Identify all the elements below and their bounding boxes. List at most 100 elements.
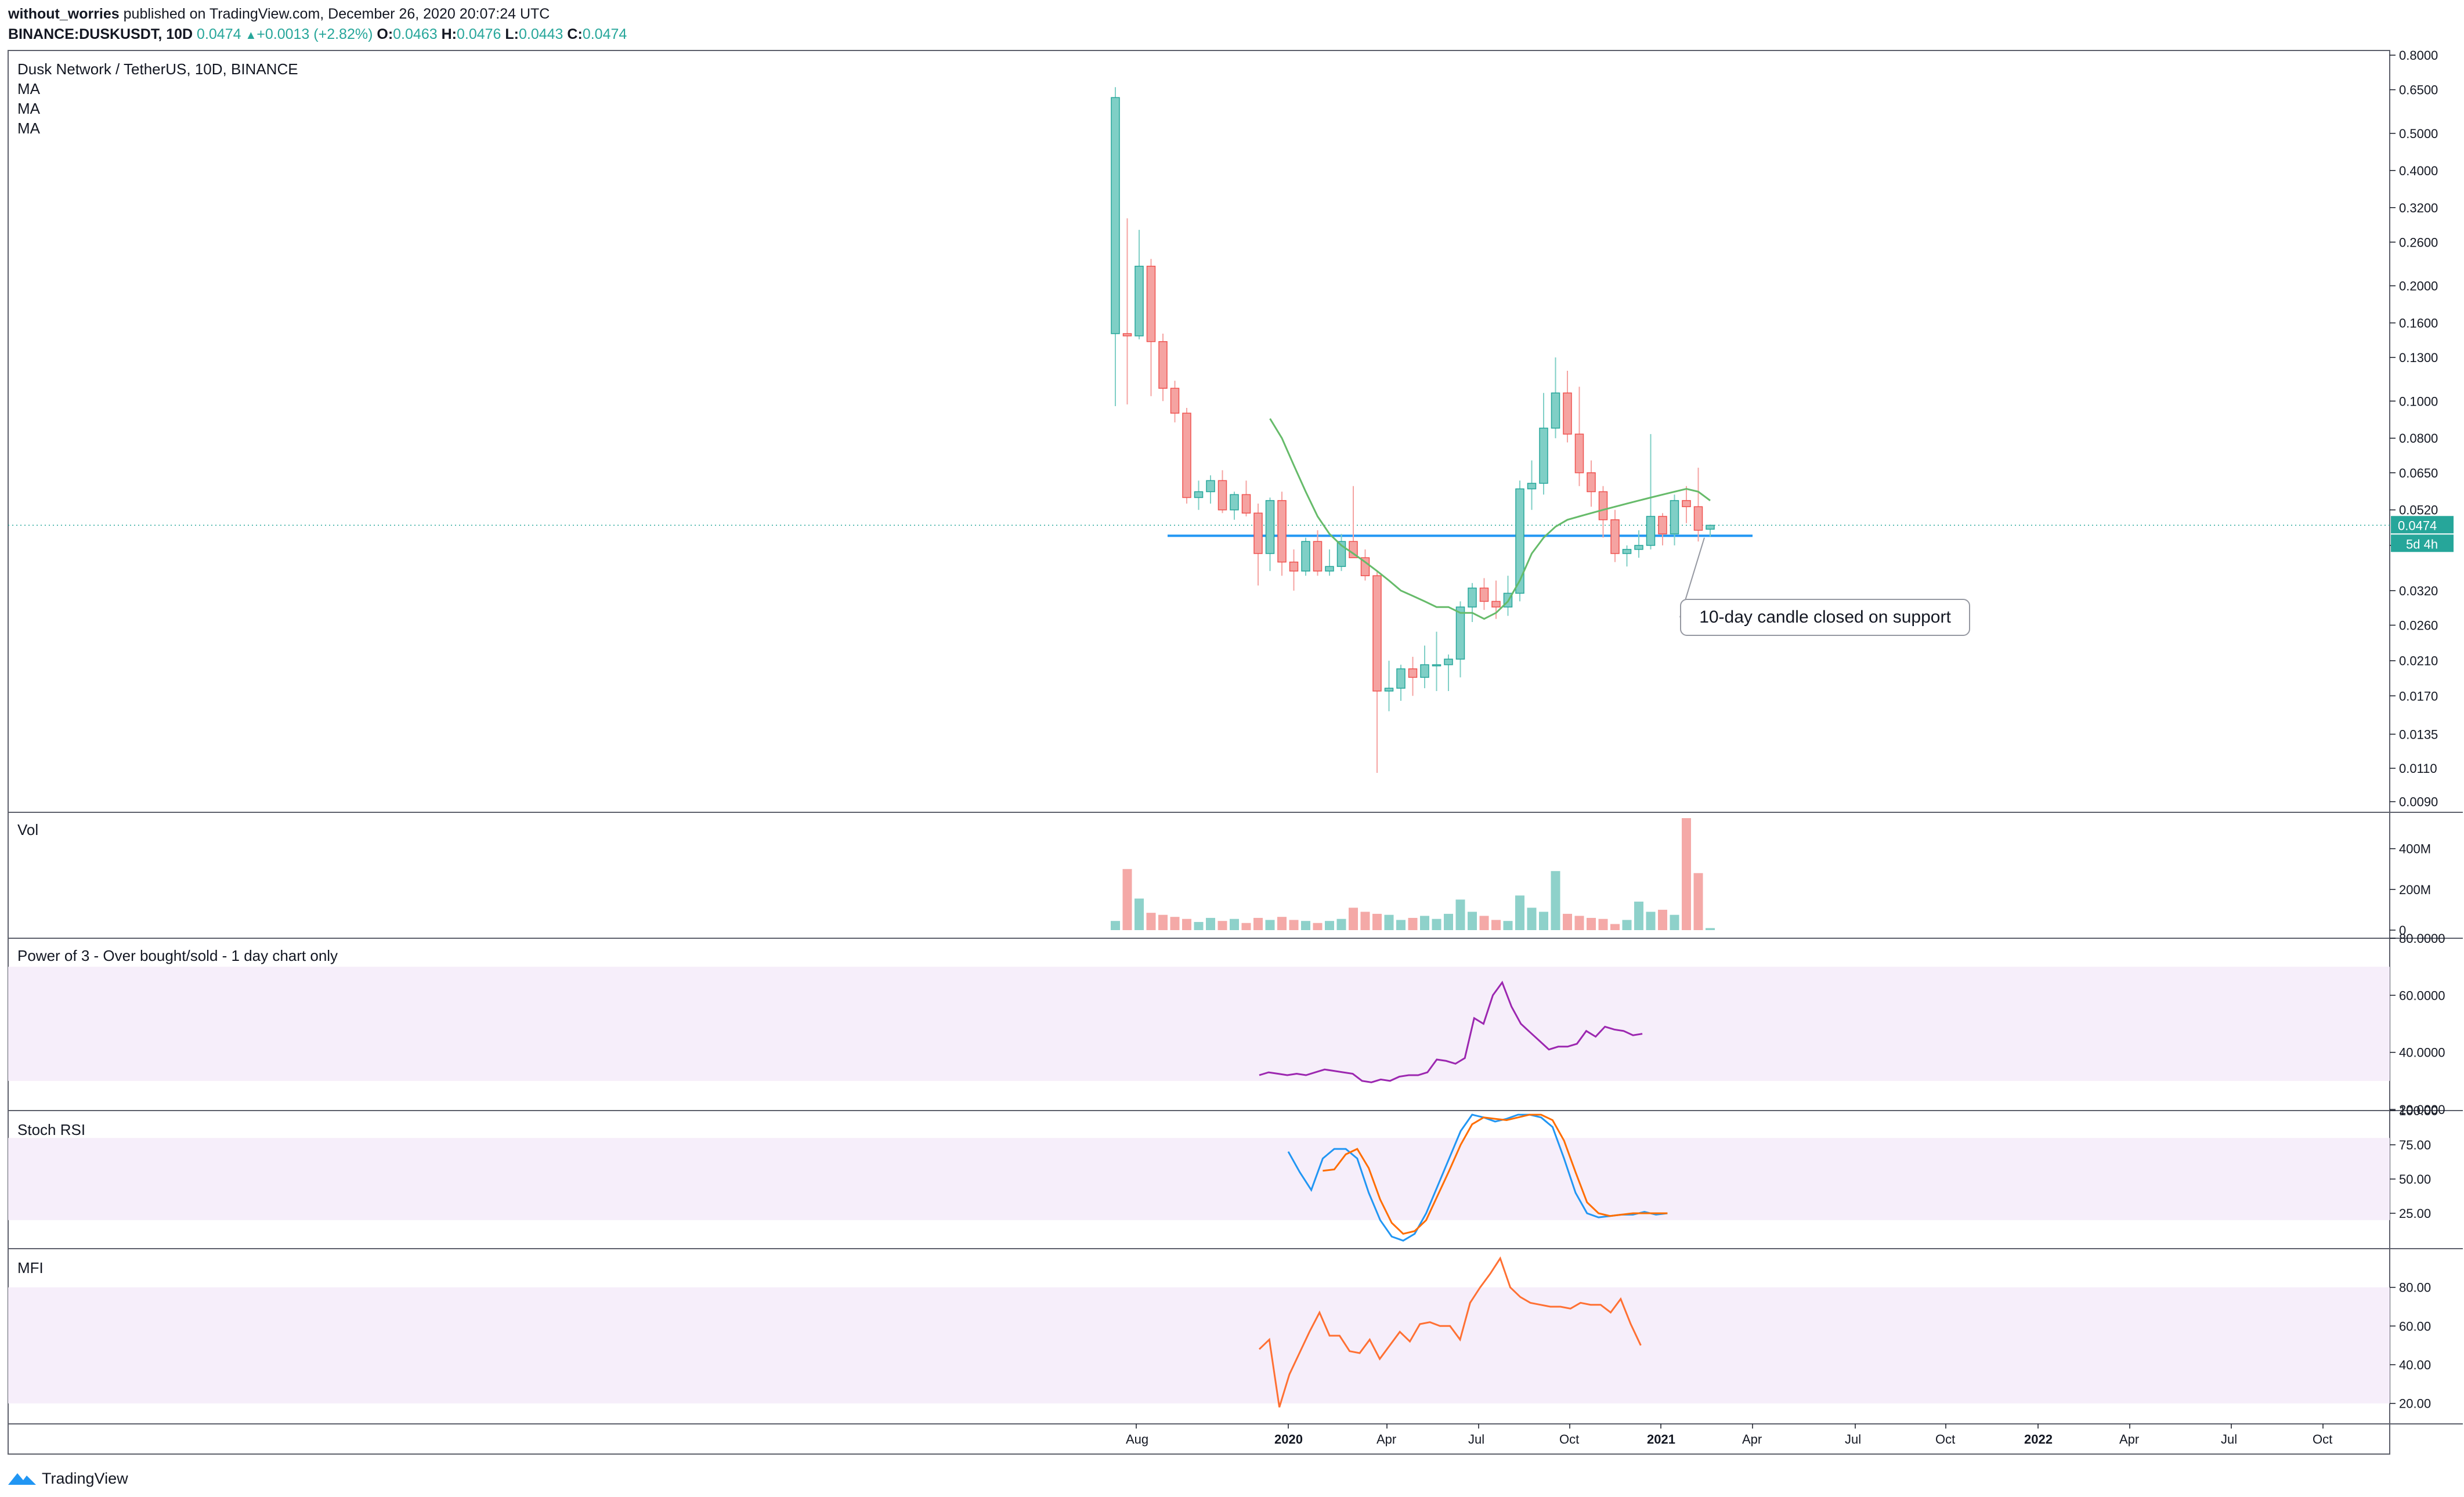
volume-bar	[1622, 920, 1632, 930]
candle-body	[1265, 500, 1275, 554]
candle-body	[1622, 549, 1632, 554]
time-tick-label: Apr	[1376, 1432, 1396, 1447]
volume-bar	[1396, 920, 1406, 930]
volume-bar	[1693, 873, 1703, 930]
stoch-pane-title: Stoch RSI	[17, 1121, 86, 1138]
candle-body	[1432, 664, 1441, 667]
candle-body	[1182, 413, 1191, 498]
price-tick-label: 0.2000	[2399, 279, 2438, 294]
price-tick-label: 0.0520	[2399, 503, 2438, 518]
osc-tick-label: 20.00	[2399, 1397, 2431, 1411]
up-arrow-icon: ▲	[245, 29, 257, 42]
vol-tick-label: 200M	[2399, 883, 2431, 897]
band-background	[8, 1138, 2390, 1220]
time-tick-label: Jul	[1845, 1432, 1861, 1447]
high-label: H:	[441, 26, 457, 42]
time-tick-label: Apr	[1742, 1432, 1762, 1447]
price-change: +0.0013 (+2.82%)	[256, 26, 373, 42]
volume-bar	[1289, 920, 1299, 930]
indicator-line-0	[1287, 1113, 1668, 1242]
published-text: published on TradingView.com, December 2…	[123, 6, 550, 22]
volume-bar	[1253, 917, 1263, 930]
price-tick-label: 0.4000	[2399, 164, 2438, 178]
volume-bar	[1432, 919, 1441, 930]
countdown-tag	[2391, 534, 2454, 552]
volume-bar	[1468, 912, 1477, 930]
price-tick-label: 0.0650	[2399, 466, 2438, 480]
countdown-tag-label: 5d 4h	[2406, 537, 2438, 551]
volume-bar	[1408, 917, 1418, 930]
osc-tick-label: 80.0000	[2399, 931, 2445, 946]
candle-body	[1122, 333, 1132, 337]
candle-body	[1670, 500, 1679, 534]
price-tick-label: 0.0260	[2399, 618, 2438, 632]
candle-body	[1444, 659, 1453, 666]
volume-bar	[1658, 909, 1667, 930]
volume-bar	[1455, 899, 1465, 930]
candle-body	[1420, 664, 1429, 678]
time-tick-label: Apr	[2119, 1432, 2139, 1447]
price-tick-label: 0.6500	[2399, 83, 2438, 97]
volume-bar	[1574, 916, 1584, 930]
open-label: O:	[377, 26, 393, 42]
price-tick-label: 0.3200	[2399, 201, 2438, 215]
candle-body	[1455, 606, 1465, 660]
candle-body	[1111, 97, 1120, 334]
price-tick-label: 0.0090	[2399, 795, 2438, 809]
volume-bar	[1325, 921, 1334, 930]
volume-bar	[1122, 869, 1132, 930]
volume-bar	[1634, 901, 1643, 930]
volume-bar	[1360, 912, 1370, 930]
band-background	[8, 1287, 2390, 1404]
ma-legend-2[interactable]: MA	[17, 100, 40, 117]
candle-body	[1230, 494, 1239, 511]
candle-body	[1241, 494, 1251, 514]
candle-body	[1301, 541, 1310, 572]
author-name[interactable]: without_worries	[8, 6, 120, 22]
candle-body	[1587, 472, 1596, 493]
candle-body	[1610, 519, 1620, 554]
price-tick-label: 0.2600	[2399, 235, 2438, 250]
price-tick-label: 0.0170	[2399, 689, 2438, 703]
volume-bar	[1135, 898, 1144, 930]
candle-body	[1658, 516, 1667, 534]
time-tick-label: Jul	[2221, 1432, 2237, 1447]
osc-tick-label: 20.0000	[2399, 1102, 2445, 1117]
last-price-tag-label: 0.0474	[2398, 518, 2437, 533]
osc-tick-label: 60.00	[2399, 1319, 2431, 1333]
last-price-tag	[2391, 516, 2454, 534]
vol-tick-label: 0	[2399, 923, 2406, 938]
open-value: 0.0463	[393, 26, 438, 42]
volume-bar	[1158, 914, 1168, 930]
ma-legend-1[interactable]: MA	[17, 80, 40, 97]
tradingview-logo[interactable]: TradingView	[7, 1466, 128, 1491]
ma-legend-3[interactable]: MA	[17, 120, 40, 137]
candle-body	[1313, 541, 1323, 572]
candle-body	[1491, 601, 1501, 608]
vol-pane-title: Vol	[17, 821, 39, 838]
candle-body	[1349, 541, 1358, 558]
volume-bar	[1111, 921, 1120, 930]
price-tick-label: 0.5000	[2399, 126, 2438, 141]
volume-bar	[1610, 924, 1620, 930]
ohlc-line: BINANCE:DUSKUSDT, 10D 0.0474 ▲+0.0013 (+…	[8, 26, 627, 43]
low-value: 0.0443	[519, 26, 563, 42]
volume-bar	[1336, 919, 1346, 930]
main-legend-title: Dusk Network / TetherUS, 10D, BINANCE	[17, 60, 298, 78]
price-tick-label: 0.1000	[2399, 394, 2438, 408]
volume-bar	[1313, 923, 1323, 930]
volume-bar	[1372, 913, 1382, 930]
candle-body	[1515, 488, 1524, 594]
volume-bar	[1349, 907, 1358, 930]
candle-body	[1539, 428, 1548, 484]
candle-body	[1551, 392, 1560, 429]
candle-body	[1360, 557, 1370, 576]
annotation-callout[interactable]: 10-day candle closed on support	[1680, 599, 1970, 636]
candle-body	[1206, 480, 1215, 493]
time-tick-label: Aug	[1126, 1432, 1148, 1447]
candle-body	[1646, 516, 1656, 546]
candle-body	[1194, 491, 1204, 498]
volume-bar	[1230, 919, 1239, 930]
candle-body	[1289, 561, 1299, 572]
